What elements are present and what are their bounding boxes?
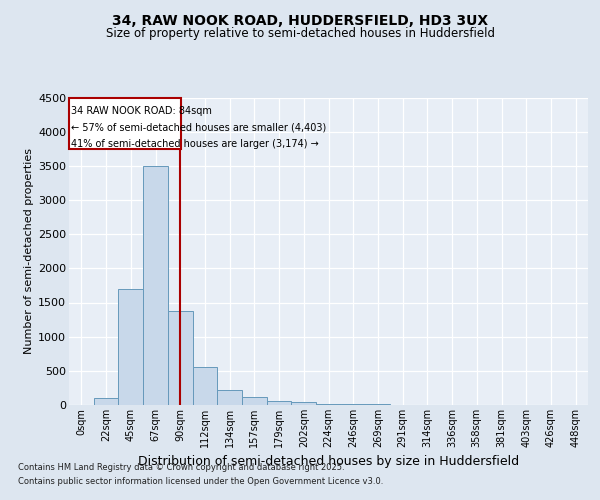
Text: 34, RAW NOOK ROAD, HUDDERSFIELD, HD3 3UX: 34, RAW NOOK ROAD, HUDDERSFIELD, HD3 3UX	[112, 14, 488, 28]
Bar	[267, 400, 292, 405]
Bar	[365, 404, 390, 405]
Bar	[341, 404, 365, 405]
Text: 34 RAW NOOK ROAD: 84sqm: 34 RAW NOOK ROAD: 84sqm	[71, 106, 212, 117]
X-axis label: Distribution of semi-detached houses by size in Huddersfield: Distribution of semi-detached houses by …	[138, 456, 519, 468]
Bar	[217, 390, 242, 405]
Bar	[94, 398, 118, 405]
Text: Contains HM Land Registry data © Crown copyright and database right 2025.: Contains HM Land Registry data © Crown c…	[18, 464, 344, 472]
Text: ← 57% of semi-detached houses are smaller (4,403): ← 57% of semi-detached houses are smalle…	[71, 123, 327, 133]
Bar	[242, 397, 267, 405]
FancyBboxPatch shape	[69, 98, 181, 149]
Bar	[193, 366, 217, 405]
Bar	[118, 289, 143, 405]
Text: Size of property relative to semi-detached houses in Huddersfield: Size of property relative to semi-detach…	[106, 27, 494, 40]
Text: Contains public sector information licensed under the Open Government Licence v3: Contains public sector information licen…	[18, 477, 383, 486]
Bar	[168, 310, 193, 405]
Y-axis label: Number of semi-detached properties: Number of semi-detached properties	[24, 148, 34, 354]
Bar	[143, 166, 168, 405]
Text: 41% of semi-detached houses are larger (3,174) →: 41% of semi-detached houses are larger (…	[71, 139, 319, 149]
Bar	[316, 404, 341, 405]
Bar	[292, 402, 316, 405]
